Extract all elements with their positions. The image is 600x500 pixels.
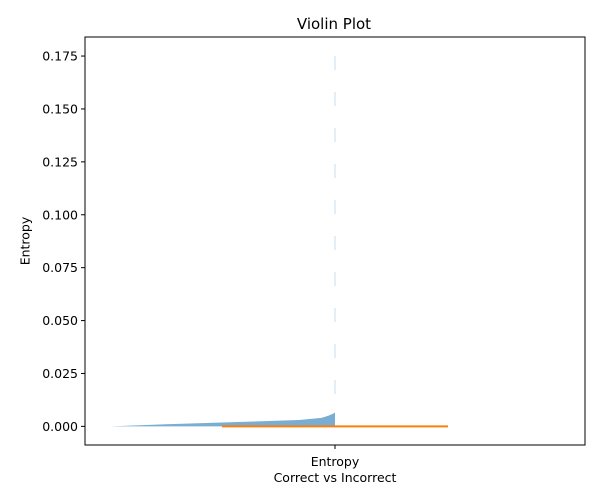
plot-area xyxy=(110,56,448,428)
y-tick-label: 0.175 xyxy=(42,49,78,64)
x-tick-label: Entropy xyxy=(311,454,360,469)
y-tick-label: 0.025 xyxy=(42,366,78,381)
x-axis-title: Correct vs Incorrect xyxy=(274,470,397,485)
y-axis-title: Entropy xyxy=(18,216,33,265)
y-tick-label: 0.125 xyxy=(42,154,78,169)
x-axis: Entropy xyxy=(311,445,360,469)
y-tick-label: 0.075 xyxy=(42,260,78,275)
y-tick-label: 0.000 xyxy=(42,419,78,434)
y-axis: 0.000 0.025 0.050 0.075 0.100 0.125 0.150 0.175 xyxy=(42,49,85,434)
chart-title: Violin Plot xyxy=(297,15,371,33)
y-tick-label: 0.100 xyxy=(42,207,78,222)
violin-body xyxy=(110,412,335,427)
y-tick-label: 0.150 xyxy=(42,101,78,116)
y-tick-label: 0.050 xyxy=(42,313,78,328)
